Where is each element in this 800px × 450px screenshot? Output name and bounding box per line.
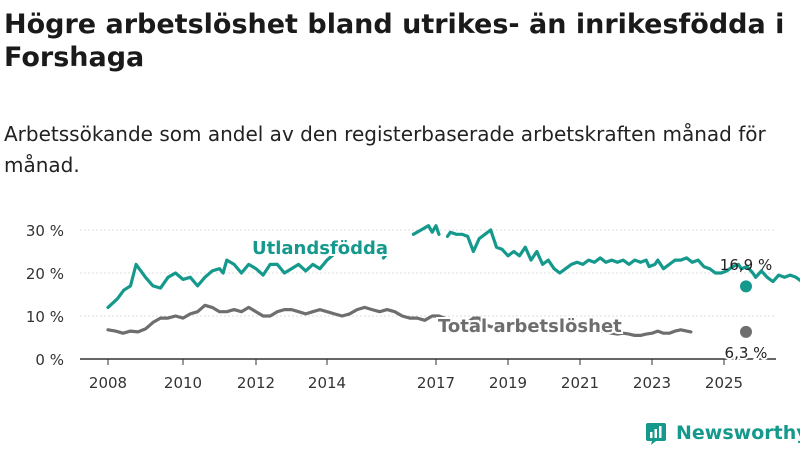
end-value-utlandsfodda: 16,9 % — [720, 256, 772, 274]
x-tick-label: 2023 — [633, 374, 671, 392]
end-value-total: 6,3 % — [725, 344, 768, 362]
y-tick-label: 30 % — [26, 222, 64, 240]
x-tick-label: 2025 — [705, 374, 743, 392]
x-tick-label: 2017 — [417, 374, 455, 392]
x-tick-label: 2019 — [489, 374, 527, 392]
y-tick-label: 0 % — [35, 351, 64, 369]
y-axis-ticks: 0 % 10 % 20 % 30 % — [26, 222, 64, 369]
newsworthy-brand: Newsworthy — [644, 419, 800, 447]
x-tick-label: 2021 — [561, 374, 599, 392]
series-labels: Utlandsfödda Total arbetslöshet 16,9 % 6,3 … — [250, 236, 772, 364]
total-line — [106, 303, 510, 335]
foreign-born-end-point — [740, 280, 752, 293]
x-tick-label: 2010 — [164, 374, 202, 392]
series-lines — [106, 224, 800, 338]
series-label-total: Total arbetslöshet — [438, 316, 622, 337]
x-axis: 2008 2010 2012 2014 2017 2019 2021 2023 2025 — [80, 358, 776, 392]
foreign-born-line — [381, 252, 389, 260]
foreign-born-line — [445, 228, 800, 284]
foreign-born-line — [411, 224, 441, 236]
chart-subtitle: Arbetssökande som andel av den registerb… — [4, 122, 766, 177]
y-tick-label: 20 % — [26, 265, 64, 283]
x-tick-label: 2014 — [308, 374, 346, 392]
gridlines — [80, 229, 776, 317]
chart-title: Högre arbetslöshet bland utrikes- än inr… — [4, 9, 785, 73]
x-tick-label: 2008 — [89, 374, 127, 392]
foreign-born-line — [106, 245, 342, 309]
y-tick-label: 10 % — [26, 308, 64, 326]
x-tick-label: 2012 — [237, 374, 275, 392]
newsworthy-logo-icon — [646, 423, 666, 445]
total-end-point — [740, 325, 752, 338]
brand-name: Newsworthy — [676, 422, 800, 444]
total-line — [592, 328, 693, 337]
series-label-utlandsfodda: Utlandsfödda — [252, 238, 388, 259]
